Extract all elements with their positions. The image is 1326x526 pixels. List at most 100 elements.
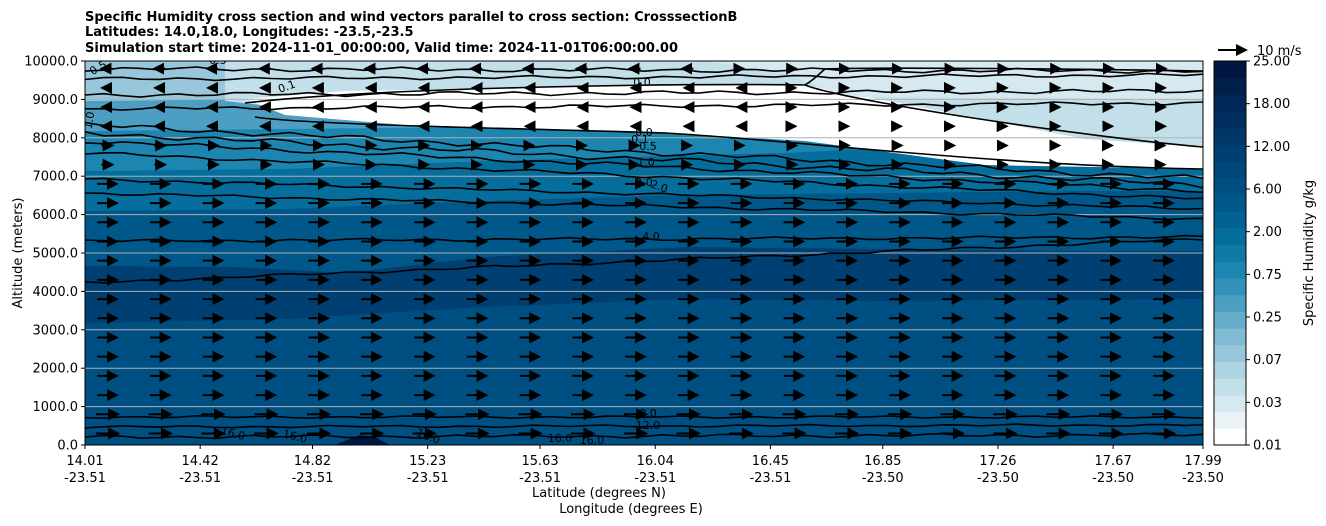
contour-label: 0.1 — [276, 78, 297, 96]
colorbar-label: Specific Humidity g/kg — [1302, 180, 1317, 326]
colorbar-tick-label: 0.01 — [1253, 439, 1282, 454]
colorbar-swatch — [1214, 194, 1246, 212]
colorbar-swatch — [1214, 361, 1246, 379]
colorbar-swatch — [1214, 211, 1246, 229]
x-tick-label-lon: -23.50 — [1182, 471, 1224, 486]
contour-line-2 — [85, 88, 1203, 98]
y-tick-label: 4000.0 — [33, 285, 79, 300]
contour-label: 16.0 — [548, 432, 573, 445]
contour-label: 12.0 — [636, 419, 661, 432]
colorbar-swatch — [1214, 227, 1246, 246]
contour-line-3 — [85, 101, 1203, 111]
x-tick-label-lat: 14.01 — [66, 454, 103, 469]
contour-label: 1.0 — [82, 111, 98, 130]
colorbar-swatch — [1214, 344, 1246, 363]
colorbar-swatch — [1214, 144, 1246, 162]
colorbar-tick-label: 0.03 — [1253, 396, 1282, 411]
colorbar-swatch — [1214, 177, 1246, 196]
x-tick-label-lon: -23.50 — [862, 471, 904, 486]
colorbar-tick-label: 18.00 — [1253, 97, 1290, 112]
colorbar-tick-label: 2.00 — [1253, 225, 1282, 240]
x-tick-label-lat: 14.42 — [182, 454, 219, 469]
x-tick-label-lat: 16.04 — [637, 454, 674, 469]
colorbar: 0.01 0.03 0.07 0.25 0.75 2.00 6.00 12.00 18.00 25… — [1213, 55, 1290, 454]
y-axis-label: Altitude (meters) — [11, 198, 26, 309]
contour-label: 0.0 — [633, 76, 651, 89]
y-tick-label: 10000.0 — [24, 55, 78, 70]
colorbar-tick-label: 0.75 — [1253, 268, 1282, 283]
colorbar-swatch — [1214, 311, 1246, 329]
colorbar-tick-label: 0.07 — [1253, 353, 1282, 368]
colorbar-swatch — [1214, 278, 1246, 296]
x-tick-label-lat: 17.26 — [979, 454, 1016, 469]
humidity-band-11 — [335, 435, 390, 445]
colorbar-swatch — [1214, 411, 1246, 429]
y-tick-label: 7000.0 — [33, 170, 79, 185]
x-tick-label-lat: 16.45 — [752, 454, 789, 469]
chart-title: Specific Humidity cross section and wind… — [85, 10, 737, 56]
y-tick-label: 2000.0 — [33, 362, 79, 377]
x-tick-label-lat: 17.67 — [1095, 454, 1132, 469]
x-tick-label-lon: -23.51 — [292, 471, 334, 486]
contour-label: 0.5 — [209, 54, 227, 67]
colorbar-swatch — [1214, 261, 1246, 279]
x-tick-label-lon: -23.50 — [977, 471, 1019, 486]
x-tick-label-lon: -23.51 — [634, 471, 676, 486]
x-tick-label-lon: -23.51 — [749, 471, 791, 486]
title-line-3: Simulation start time: 2024-11-01_00:00:… — [85, 41, 678, 56]
wind-vectors — [95, 62, 1177, 440]
y-axis: 0.0 1000.0 2000.0 3000.0 4000.0 5000.0 6000.0 7… — [24, 55, 85, 454]
contour-label: 2.0 — [649, 178, 670, 196]
vector-key: 10 m/s — [1218, 44, 1302, 59]
colorbar-swatch — [1214, 378, 1246, 396]
title-line-1: Specific Humidity cross section and wind… — [85, 10, 737, 25]
x-tick-label-lat: 15.23 — [409, 454, 446, 469]
y-tick-label: 5000.0 — [33, 247, 79, 262]
colorbar-swatch — [1214, 328, 1246, 346]
contour-line-5 — [85, 131, 1203, 189]
colorbar-swatch — [1214, 428, 1246, 446]
contour-line-4 — [85, 121, 1203, 180]
y-tick-label: 1000.0 — [33, 400, 79, 415]
contour-label: 8.0 — [639, 407, 657, 420]
colorbar-swatch — [1214, 394, 1246, 413]
x-tick-label-lon: -23.51 — [179, 471, 221, 486]
contour-label: 16.0 — [219, 424, 246, 443]
colorbar-swatch — [1214, 61, 1246, 79]
colorbar-tick-label: 12.00 — [1253, 140, 1290, 155]
colorbar-swatch — [1214, 77, 1246, 95]
colorbar-swatch — [1214, 111, 1246, 129]
colorbar-swatch — [1214, 127, 1246, 145]
x-tick-label-lon: -23.51 — [64, 471, 106, 486]
contour-label: 0.0 — [635, 126, 653, 139]
y-tick-label: 9000.0 — [33, 93, 79, 108]
vector-key-label: 10 m/s — [1257, 44, 1302, 59]
x-axis: 14.01 -23.51 14.42 -23.51 14.82 -23.51 15.23 -2… — [64, 445, 1224, 486]
x-tick-label-lon: -23.51 — [519, 471, 561, 486]
contour-line-13 — [85, 423, 1203, 429]
x-tick-label-lon: -23.50 — [1092, 471, 1134, 486]
y-tick-label: 6000.0 — [33, 208, 79, 223]
colorbar-tick-label: 25.00 — [1253, 55, 1290, 70]
x-tick-label-lat: 15.63 — [521, 454, 558, 469]
plot-area: 0.5 0.50.11.00.00.00.10.51.02.02.04.08.01… — [82, 54, 1203, 447]
contour-label: 16.0 — [580, 434, 605, 447]
x-axis-label-lat: Latitude (degrees N) — [532, 486, 666, 501]
contour-loop-1 — [254, 116, 1203, 170]
contour-label: 16.0 — [281, 427, 308, 446]
colorbar-swatch — [1214, 161, 1246, 179]
x-tick-label-lat: 16.85 — [864, 454, 901, 469]
colorbar-tick-label: 0.25 — [1253, 311, 1282, 326]
y-tick-label: 0.0 — [57, 439, 78, 454]
y-tick-label: 3000.0 — [33, 323, 79, 338]
colorbar-swatch — [1214, 294, 1246, 312]
contour-labels: 0.5 0.50.11.00.00.00.10.51.02.02.04.08.01… — [82, 54, 670, 447]
x-tick-label-lat: 17.99 — [1184, 454, 1221, 469]
contour-label: 0.1 — [631, 133, 649, 146]
x-tick-label-lon: -23.51 — [407, 471, 449, 486]
contour-line-1 — [85, 72, 1203, 82]
x-axis-label-lon: Longitude (degrees E) — [559, 502, 703, 517]
x-tick-label-lat: 14.82 — [294, 454, 331, 469]
title-line-2: Latitudes: 14.0,18.0, Longitudes: -23.5,… — [85, 25, 414, 40]
